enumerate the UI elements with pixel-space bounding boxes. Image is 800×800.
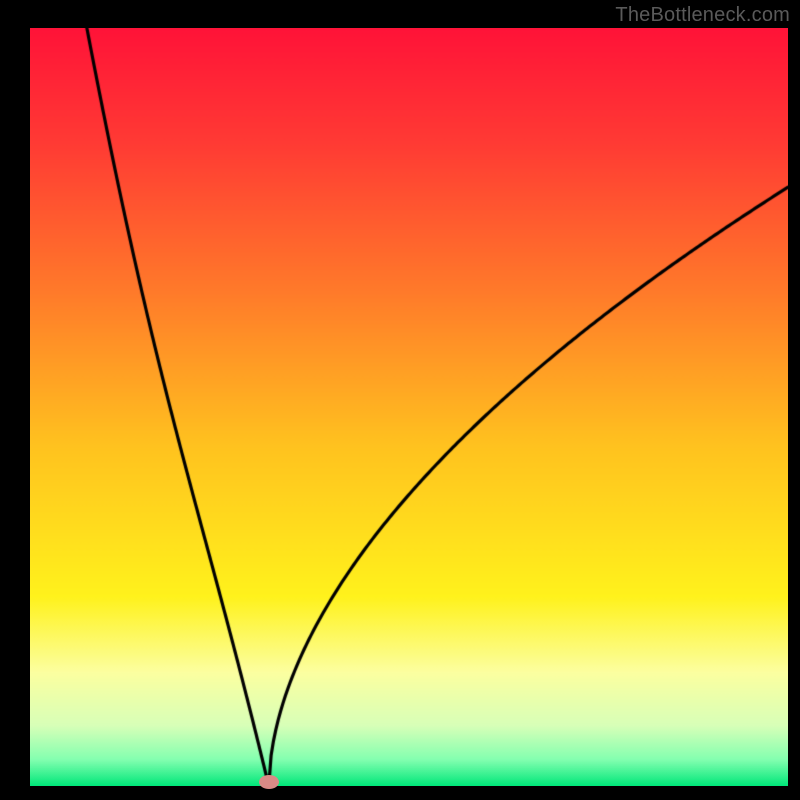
chart-container: TheBottleneck.com bbox=[0, 0, 800, 800]
plot-area bbox=[30, 28, 788, 786]
watermark-text: TheBottleneck.com bbox=[615, 4, 790, 27]
bottleneck-curve bbox=[30, 28, 788, 786]
optimum-marker bbox=[259, 775, 279, 789]
